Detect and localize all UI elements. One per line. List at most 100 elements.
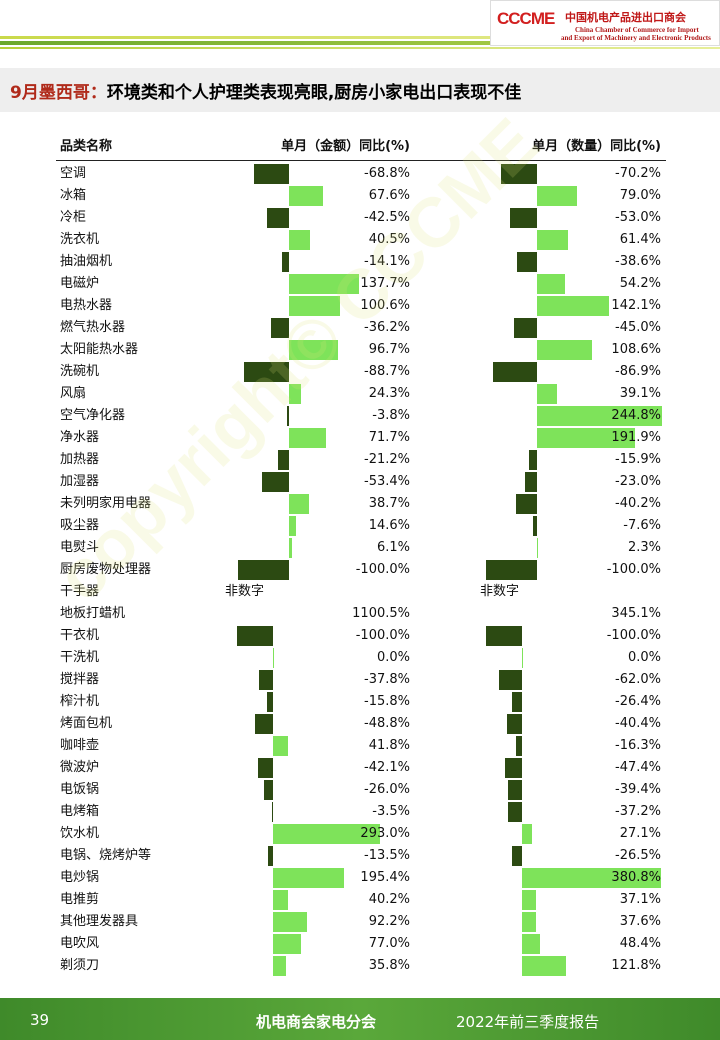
cell-value: 40.5% xyxy=(368,232,410,247)
footer-report: 2022年前三季度报告 xyxy=(456,1013,600,1031)
cell-value: -26.5% xyxy=(615,848,661,863)
cell-value: -38.6% xyxy=(615,254,661,269)
bar xyxy=(289,428,326,448)
row-name: 洗衣机 xyxy=(60,232,100,247)
cell-value: -7.6% xyxy=(623,518,661,533)
cell-value: 77.0% xyxy=(368,936,410,951)
cell-value: 非数字 xyxy=(480,584,520,599)
bar xyxy=(289,516,297,536)
cell-value: -42.5% xyxy=(364,210,410,225)
column-header: 单月（数量）同比(%) xyxy=(532,139,661,154)
stripe xyxy=(0,41,720,45)
cell-value: 非数字 xyxy=(225,584,265,599)
bar xyxy=(236,626,273,646)
cell-value: 38.7% xyxy=(368,496,410,511)
column-header: 单月（金额）同比(%) xyxy=(281,139,410,154)
bar xyxy=(243,362,289,382)
row-name: 电吹风 xyxy=(60,936,100,951)
row-name: 净水器 xyxy=(60,430,100,445)
cell-value: -47.4% xyxy=(615,760,661,775)
bar xyxy=(512,846,522,866)
cell-value: -16.3% xyxy=(615,738,661,753)
bar xyxy=(271,802,273,822)
bar xyxy=(289,384,302,404)
bar xyxy=(492,362,537,382)
row-name: 电熨斗 xyxy=(60,540,100,555)
footer xyxy=(0,998,720,1040)
row-name: 咖啡壶 xyxy=(60,738,100,753)
bar xyxy=(267,208,289,228)
cell-value: -53.0% xyxy=(615,210,661,225)
row-name: 太阳能热水器 xyxy=(60,342,139,357)
bar xyxy=(537,340,593,360)
bar xyxy=(522,868,661,888)
cell-value: 96.7% xyxy=(368,342,410,357)
row-name: 烤面包机 xyxy=(60,716,113,731)
cell-value: -88.7% xyxy=(364,364,410,379)
bar xyxy=(273,824,380,844)
cell-value: 6.1% xyxy=(376,540,410,555)
row-name: 电磁炉 xyxy=(60,276,100,291)
cell-value: -100.0% xyxy=(355,628,410,643)
row-name: 冷柜 xyxy=(60,210,87,225)
bar xyxy=(533,516,537,536)
bar xyxy=(263,780,273,800)
column-header: 品类名称 xyxy=(60,139,113,154)
bar xyxy=(517,252,537,272)
bar xyxy=(268,846,273,866)
cell-value: -26.0% xyxy=(364,782,410,797)
bar xyxy=(289,186,324,206)
row-name: 燃气热水器 xyxy=(60,320,126,335)
bar xyxy=(522,934,540,954)
bar xyxy=(273,956,287,976)
stripe xyxy=(0,36,720,39)
row-name: 榨汁机 xyxy=(60,694,100,709)
cell-value: 2.3% xyxy=(627,540,661,555)
title-text: 环境类和个人护理类表现亮眼,厨房小家电出口表现不佳 xyxy=(106,83,522,103)
bar xyxy=(238,560,289,580)
bar xyxy=(287,406,289,426)
cell-value: 67.6% xyxy=(368,188,410,203)
cell-value: -68.8% xyxy=(364,166,410,181)
bar xyxy=(537,406,662,426)
row-name: 加湿器 xyxy=(60,474,100,489)
bar xyxy=(522,824,532,844)
cell-value: -21.2% xyxy=(364,452,410,467)
row-name: 饮水机 xyxy=(60,826,100,841)
bar xyxy=(499,670,522,690)
row-name: 洗碗机 xyxy=(60,364,100,379)
cell-value: -37.8% xyxy=(364,672,410,687)
cell-value: 37.1% xyxy=(619,892,661,907)
org-english: and Export of Machinery and Electronic P… xyxy=(561,34,711,42)
cell-value: -45.0% xyxy=(615,320,661,335)
bar xyxy=(522,890,536,910)
cell-value: -100.0% xyxy=(606,628,661,643)
row-name: 抽油烟机 xyxy=(60,254,113,269)
bar xyxy=(281,252,289,272)
cell-value: 108.6% xyxy=(611,342,661,357)
row-name: 冰箱 xyxy=(60,188,87,203)
logo: CCCME 中国机电产品进出口商会 China Chamber of Comme… xyxy=(490,0,720,46)
cell-value: 61.4% xyxy=(619,232,661,247)
bar xyxy=(485,626,522,646)
bar xyxy=(508,802,522,822)
bar xyxy=(486,560,537,580)
cell-value: -53.4% xyxy=(364,474,410,489)
bar xyxy=(537,274,565,294)
cell-value: 40.2% xyxy=(368,892,410,907)
cell-value: 14.6% xyxy=(368,518,410,533)
row-name: 空调 xyxy=(60,166,87,181)
cell-value: 142.1% xyxy=(611,298,661,313)
cell-value: 121.8% xyxy=(611,958,661,973)
bar xyxy=(273,934,302,954)
bar xyxy=(259,670,273,690)
cell-value: -40.2% xyxy=(615,496,661,511)
cell-value: -26.4% xyxy=(615,694,661,709)
bar xyxy=(522,648,523,668)
org-english: China Chamber of Commerce for Import xyxy=(575,26,699,34)
bar xyxy=(509,208,537,228)
cell-value: -100.0% xyxy=(355,562,410,577)
cell-value: 24.3% xyxy=(368,386,410,401)
bar xyxy=(273,648,274,668)
cell-value: 244.8% xyxy=(611,408,661,423)
